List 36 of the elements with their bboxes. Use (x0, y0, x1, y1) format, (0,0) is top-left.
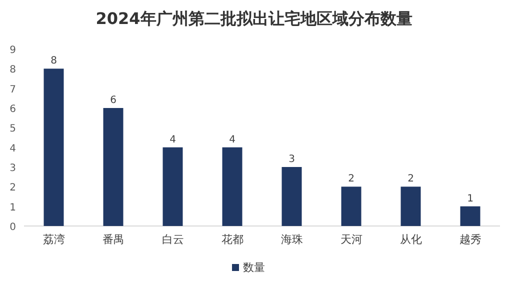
data-label: 2 (348, 174, 354, 185)
y-tick-label: 8 (10, 64, 16, 76)
bar (103, 108, 124, 226)
bar (222, 147, 242, 226)
data-label: 8 (50, 56, 57, 67)
x-tick-label: 越秀 (459, 233, 482, 246)
y-tick-label: 3 (10, 163, 16, 174)
data-label: 2 (408, 174, 414, 185)
bar (400, 186, 421, 226)
x-tick-label: 天河 (340, 233, 362, 246)
x-tick-label: 海珠 (280, 233, 303, 246)
data-label: 4 (170, 134, 176, 146)
bar (282, 167, 302, 226)
y-tick-label: 7 (10, 84, 16, 96)
bar (162, 147, 183, 226)
y-tick-label: 9 (10, 45, 16, 56)
y-tick-label: 0 (10, 222, 16, 233)
y-tick-label: 2 (10, 182, 16, 194)
x-tick-label: 荔湾 (42, 233, 65, 246)
x-tick-label: 从化 (400, 233, 422, 246)
x-tick-label: 白云 (162, 233, 184, 246)
y-tick-label: 6 (10, 104, 16, 115)
bar (460, 206, 480, 226)
bar (44, 68, 64, 226)
data-label: 6 (110, 95, 116, 106)
bar (341, 186, 362, 226)
data-label: 4 (229, 134, 236, 146)
y-tick-label: 5 (10, 124, 16, 135)
y-tick-label: 1 (10, 202, 16, 214)
legend-label: 数量 (243, 261, 265, 274)
data-label: 3 (288, 154, 295, 165)
data-label: 1 (467, 193, 474, 204)
y-tick-label: 4 (10, 143, 16, 154)
x-tick-label: 番禺 (102, 233, 124, 246)
chart-title: 2024年广州第二批拟出让宅地区域分布数量 (96, 9, 412, 28)
x-tick-label: 花都 (221, 233, 244, 246)
